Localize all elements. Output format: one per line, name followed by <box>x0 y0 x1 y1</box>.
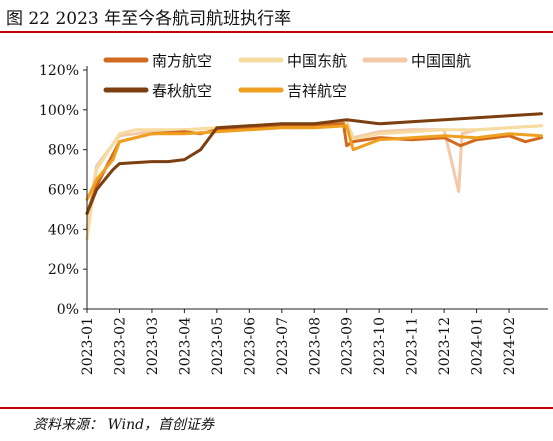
x-tick-label: 2023-12 <box>437 317 453 375</box>
y-tick-label: 0% <box>57 302 79 318</box>
x-tick-label: 2024-02 <box>502 317 518 375</box>
legend-label: 吉祥航空 <box>287 82 347 100</box>
y-tick-label: 80% <box>48 143 79 159</box>
axis-layer <box>83 66 548 313</box>
x-tick-label: 2023-11 <box>405 317 421 375</box>
legend-label: 中国东航 <box>287 52 347 70</box>
legend-label: 春秋航空 <box>152 82 212 100</box>
series-line-4 <box>85 112 543 215</box>
y-tick-label: 60% <box>48 183 79 199</box>
y-tick-label: 100% <box>39 103 79 119</box>
tick-layer: 0% 20% 40% 60% 80% 100% 120% 2023-01 2023-02 2023… <box>39 63 518 375</box>
x-tick-label: 2024-01 <box>470 317 486 375</box>
y-tick-label: 120% <box>39 63 79 79</box>
x-tick-label: 2023-08 <box>307 317 323 375</box>
figure-title: 图 22 2023 年至今各航司航班执行率 <box>6 9 292 29</box>
x-tick-label: 2023-03 <box>145 317 161 375</box>
x-tick-label: 2023-01 <box>80 317 96 375</box>
x-tick-label: 2023-09 <box>340 317 356 375</box>
series-line-5 <box>85 124 543 201</box>
x-tick-label: 2023-04 <box>177 317 193 375</box>
x-tick-label: 2023-05 <box>210 317 226 375</box>
series-layer <box>85 112 543 241</box>
legend-label: 南方航空 <box>152 52 212 70</box>
source-rule <box>0 407 553 409</box>
title-rule <box>0 31 553 33</box>
x-tick-label: 2023-10 <box>372 317 388 375</box>
legend-label: 中国国航 <box>411 52 471 70</box>
source-note: 资料来源： Wind，首创证券 <box>33 417 215 433</box>
x-tick-label: 2023-06 <box>242 317 258 375</box>
x-tick-label: 2023-02 <box>112 317 128 375</box>
y-tick-label: 40% <box>48 222 79 238</box>
x-tick-label: 2023-07 <box>275 317 291 375</box>
y-tick-label: 20% <box>48 262 79 278</box>
